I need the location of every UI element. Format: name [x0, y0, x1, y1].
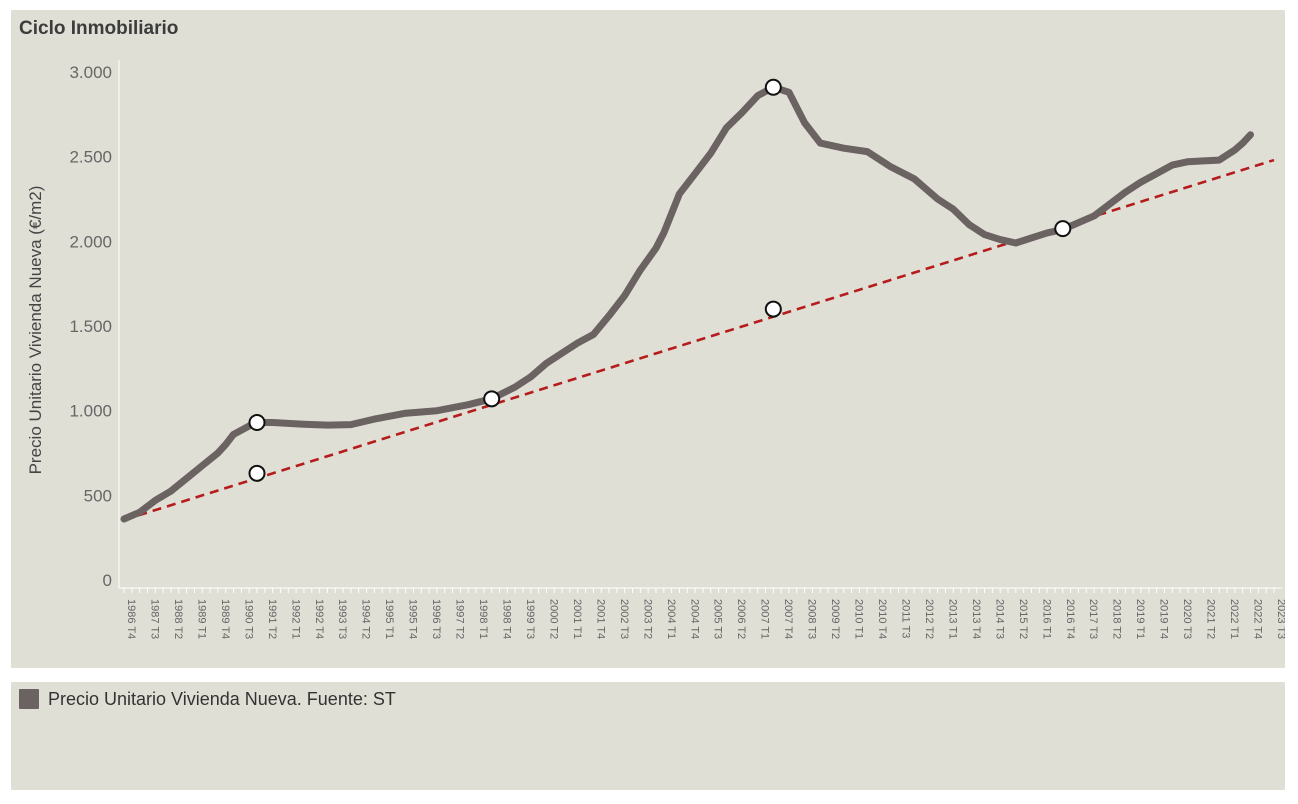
chart-plot: 0 500 1.000 1.500 2.000 2.500 3.000 Precio Unit…	[26, 60, 1285, 639]
legend-label: Precio Unitario Vivienda Nueva. Fuente: …	[48, 688, 396, 709]
x-tick-label: 2023 T3	[1275, 599, 1285, 639]
x-tick-label: 2021 T2	[1205, 599, 1217, 639]
x-tick-label: 1996 T3	[430, 599, 442, 639]
x-tick-label: 1995 T4	[407, 599, 419, 639]
legend-swatch	[19, 689, 39, 709]
highlight-marker	[248, 414, 266, 432]
y-tick-label: 3.000	[69, 63, 112, 82]
y-tick-label: 2.500	[69, 148, 112, 167]
x-tick-label: 2012 T2	[923, 599, 935, 639]
x-tick-label: 2019 T4	[1158, 599, 1170, 639]
x-tick-label: 2000 T2	[547, 599, 559, 639]
x-tick-label: 2014 T3	[993, 599, 1005, 639]
chart-panel: 0 500 1.000 1.500 2.000 2.500 3.000 Precio Unit…	[11, 10, 1285, 668]
x-tick-label: 1989 T1	[195, 599, 207, 639]
trend-line	[123, 158, 1275, 522]
x-tick-label: 1992 T4	[313, 599, 325, 639]
x-tick-label: 2017 T3	[1087, 599, 1099, 639]
legend-item[interactable]: Precio Unitario Vivienda Nueva. Fuente: …	[19, 688, 396, 710]
x-tick-label: 1989 T4	[219, 599, 231, 639]
x-tick-label: 2002 T3	[618, 599, 630, 639]
x-tick-label: 1990 T3	[242, 599, 254, 639]
chart-title: Ciclo Inmobiliario	[19, 18, 179, 39]
x-tick-label: 2004 T4	[688, 599, 700, 639]
x-tick-label: 2009 T2	[829, 599, 841, 639]
x-tick-label: 1992 T1	[289, 599, 301, 639]
x-tick-label: 2011 T3	[899, 599, 911, 638]
x-tick-label: 2008 T3	[806, 599, 818, 639]
x-tick-label: 2003 T2	[641, 599, 653, 639]
x-tick-label: 2019 T1	[1134, 599, 1146, 639]
legend-panel: Precio Unitario Vivienda Nueva. Fuente: …	[11, 682, 1285, 790]
y-axis-title: Precio Unitario Vivienda Nueva (€/m2)	[26, 186, 45, 475]
y-tick-label: 2.000	[69, 232, 112, 251]
x-tick-label: 2001 T1	[571, 599, 583, 639]
y-tick-label: 1.000	[69, 402, 112, 421]
y-tick-label: 500	[84, 486, 112, 505]
highlight-marker	[764, 300, 782, 318]
x-tick-label: 2016 T4	[1064, 599, 1076, 639]
x-tick-label: 2005 T3	[712, 599, 724, 639]
x-tick-label: 2010 T4	[876, 599, 888, 639]
y-tick-label: 1.500	[69, 317, 112, 336]
y-tick-label: 0	[103, 571, 112, 590]
x-tick-label: 2004 T1	[665, 599, 677, 639]
x-tick-label: 2010 T1	[853, 599, 865, 639]
x-tick-label: 1999 T3	[524, 599, 536, 639]
x-tick-label: 1993 T3	[336, 599, 348, 639]
series-line	[120, 83, 1254, 523]
highlight-marker	[1054, 220, 1072, 238]
x-tick-label: 2022 T1	[1228, 599, 1240, 639]
x-tick-label: 2018 T2	[1111, 599, 1123, 639]
x-tick-label: 1991 T2	[266, 599, 278, 639]
x-tick-label: 1997 T2	[454, 599, 466, 639]
x-tick-label: 2013 T4	[970, 599, 982, 639]
x-tick-label: 2015 T2	[1017, 599, 1029, 639]
x-tick-label: 2016 T1	[1040, 599, 1052, 639]
x-tick-label: 1986 T4	[125, 599, 137, 639]
x-tick-label: 1987 T3	[148, 599, 160, 639]
x-tick-label: 1998 T1	[477, 599, 489, 639]
x-tick-label: 1995 T1	[383, 599, 395, 639]
x-tick-label: 2006 T2	[735, 599, 747, 639]
x-tick-label: 2022 T4	[1252, 599, 1264, 639]
highlight-marker	[248, 464, 266, 482]
x-tick-label: 1988 T2	[172, 599, 184, 639]
x-tick-label: 2001 T4	[594, 599, 606, 639]
highlight-marker	[764, 78, 782, 96]
x-tick-label: 2007 T1	[759, 599, 771, 639]
highlight-marker	[483, 390, 501, 408]
x-tick-label: 2013 T1	[946, 599, 958, 639]
x-tick-label: 1994 T2	[360, 599, 372, 639]
x-tick-label: 1998 T4	[501, 599, 513, 639]
x-tick-label: 2007 T4	[782, 599, 794, 639]
x-tick-label: 2020 T3	[1181, 599, 1193, 639]
